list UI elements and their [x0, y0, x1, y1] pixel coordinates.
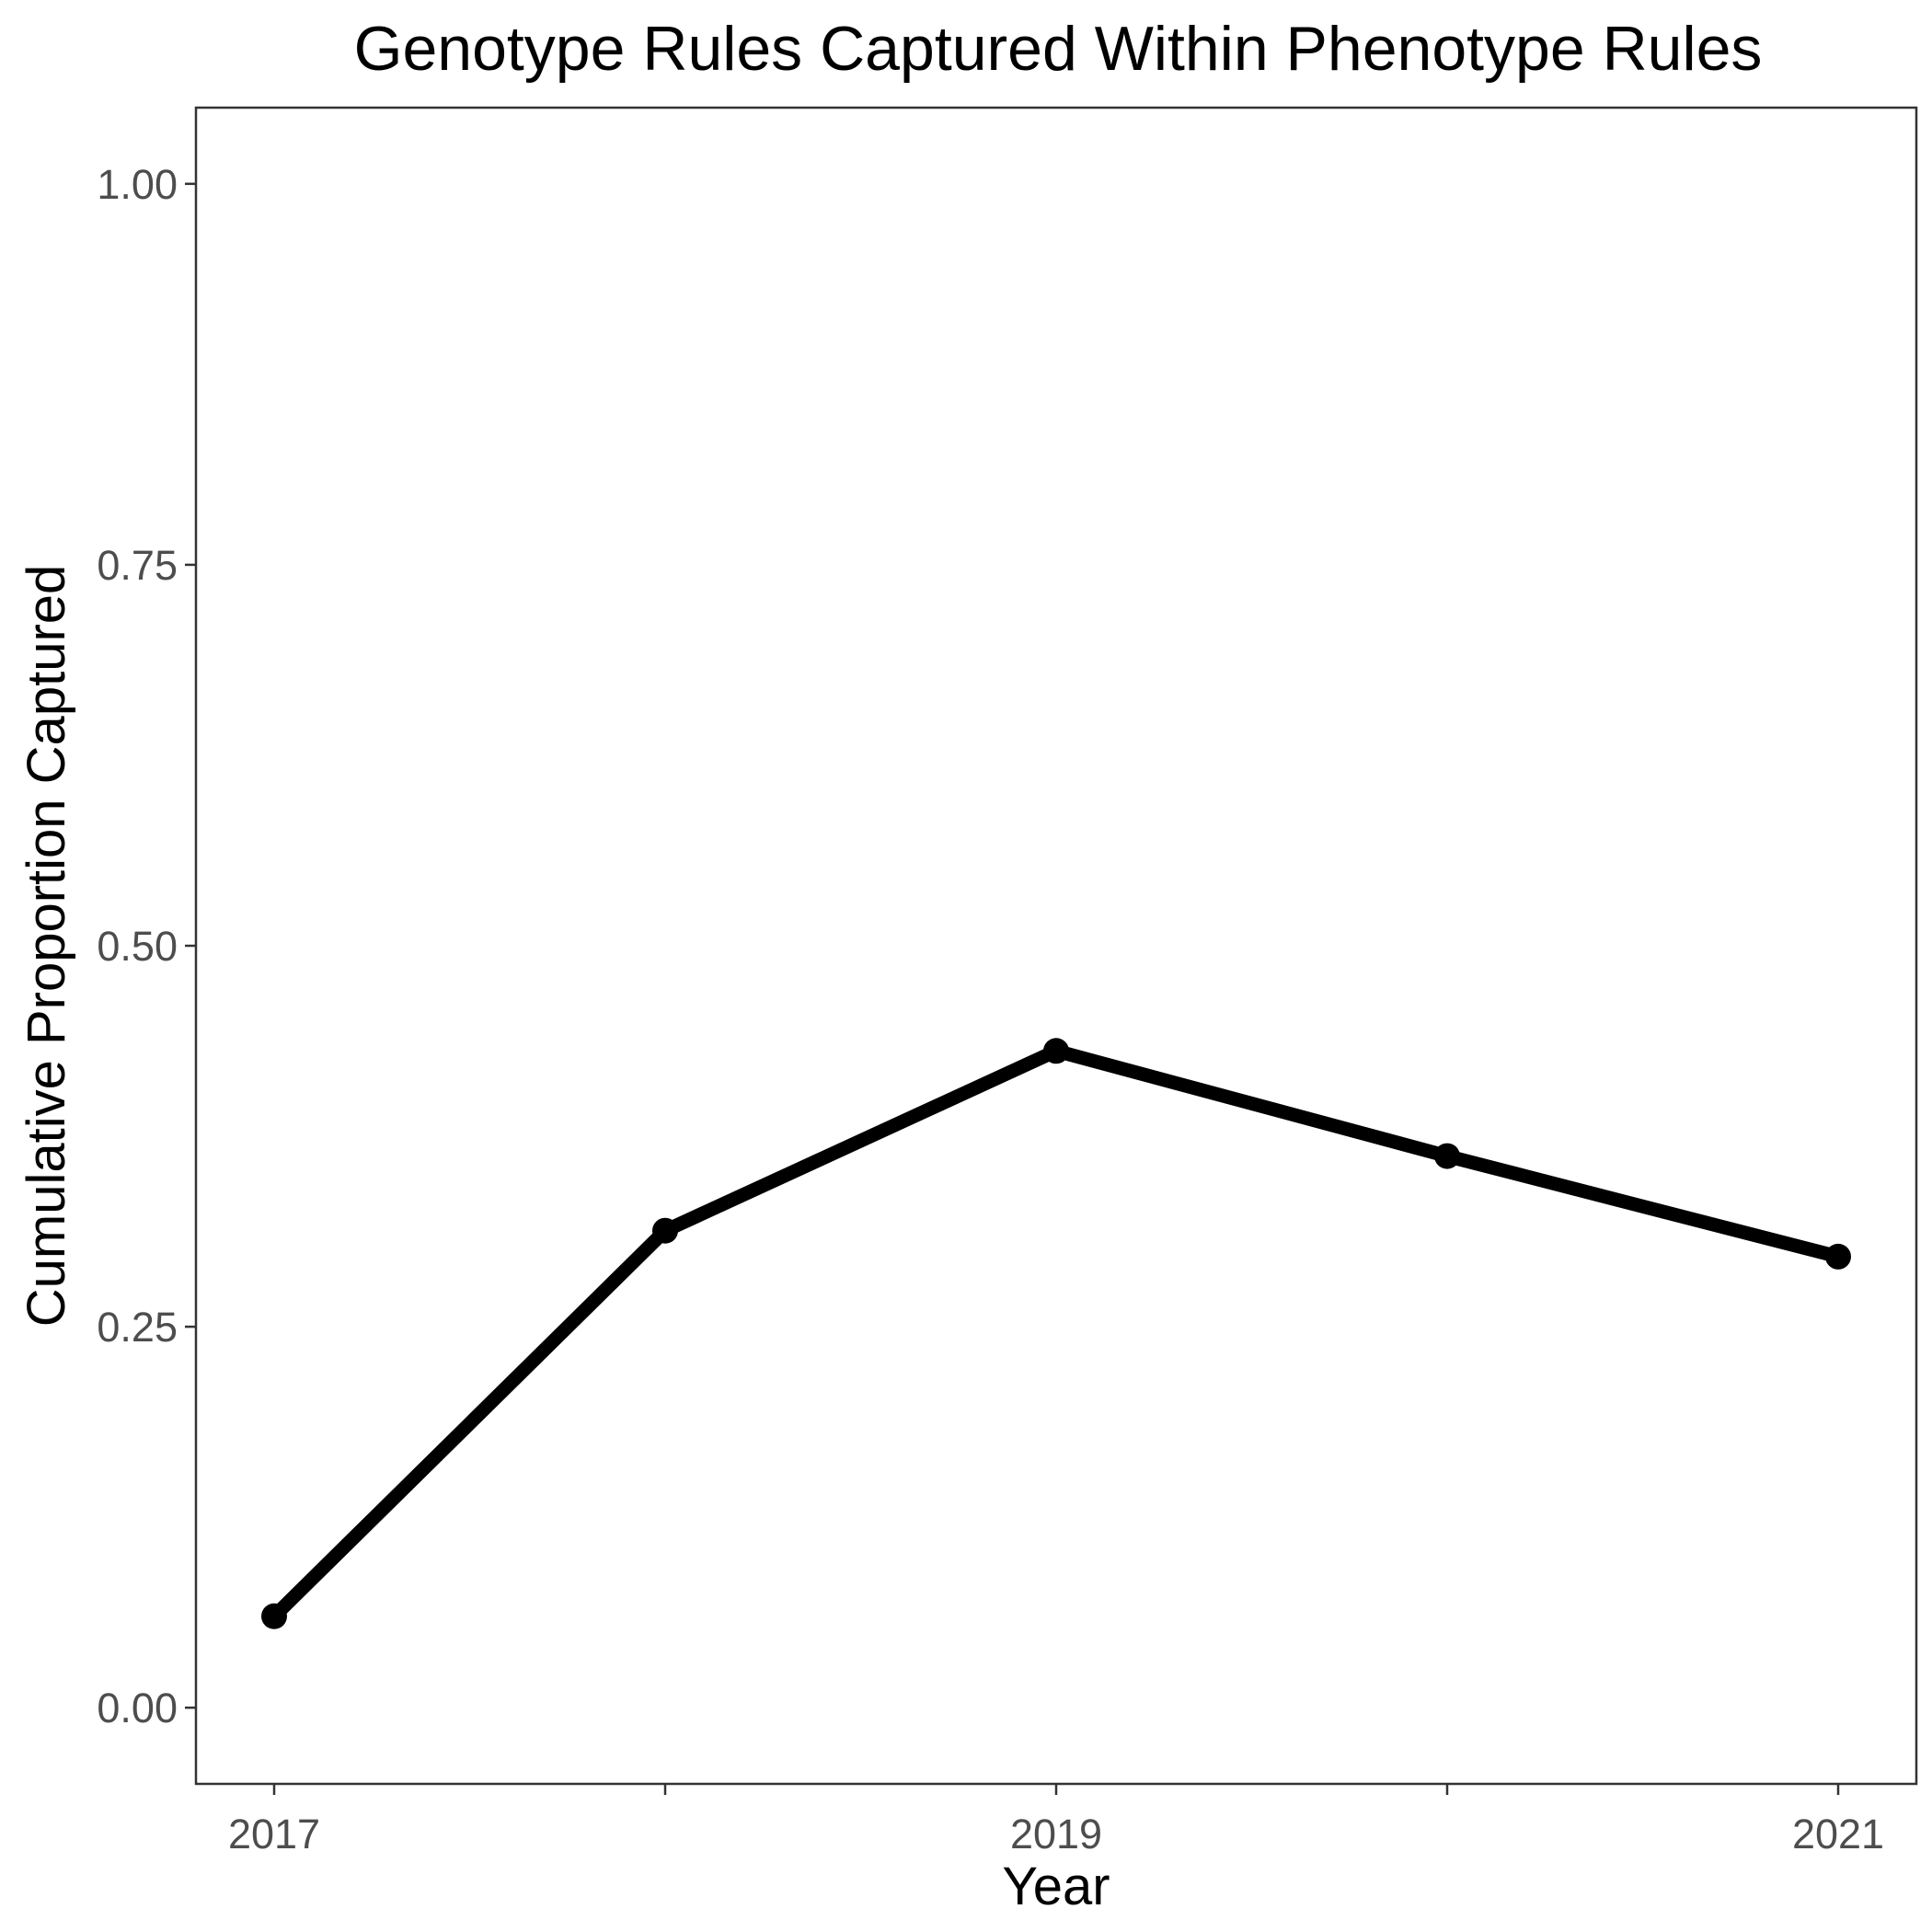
- y-axis: 0.00 0.25 0.50 0.75 1.00: [97, 161, 196, 1731]
- y-tick-label: 0.75: [97, 542, 178, 589]
- x-axis-title: Year: [1002, 1857, 1110, 1916]
- y-tick-label: 0.50: [97, 923, 178, 970]
- y-tick-label: 1.00: [97, 161, 178, 208]
- x-tick-label: 2021: [1792, 1811, 1884, 1857]
- data-point: [1434, 1143, 1460, 1169]
- x-tick-label: 2017: [228, 1811, 320, 1857]
- x-tick-label: 2019: [1010, 1811, 1102, 1857]
- chart-title: Genotype Rules Captured Within Phenotype…: [354, 14, 1763, 84]
- y-tick-label: 0.00: [97, 1685, 178, 1731]
- y-tick-label: 0.25: [97, 1304, 178, 1351]
- data-point: [652, 1217, 678, 1244]
- plot-panel: [194, 106, 1918, 1786]
- series-group: [261, 1038, 1851, 1629]
- series-line: [267, 1043, 1846, 1624]
- x-axis: 2017 2019 2021: [228, 1784, 1884, 1857]
- data-point: [1825, 1243, 1851, 1270]
- data-point: [1043, 1038, 1069, 1064]
- data-point: [261, 1603, 287, 1629]
- y-axis-title: Cumulative Proportion Captured: [17, 565, 76, 1328]
